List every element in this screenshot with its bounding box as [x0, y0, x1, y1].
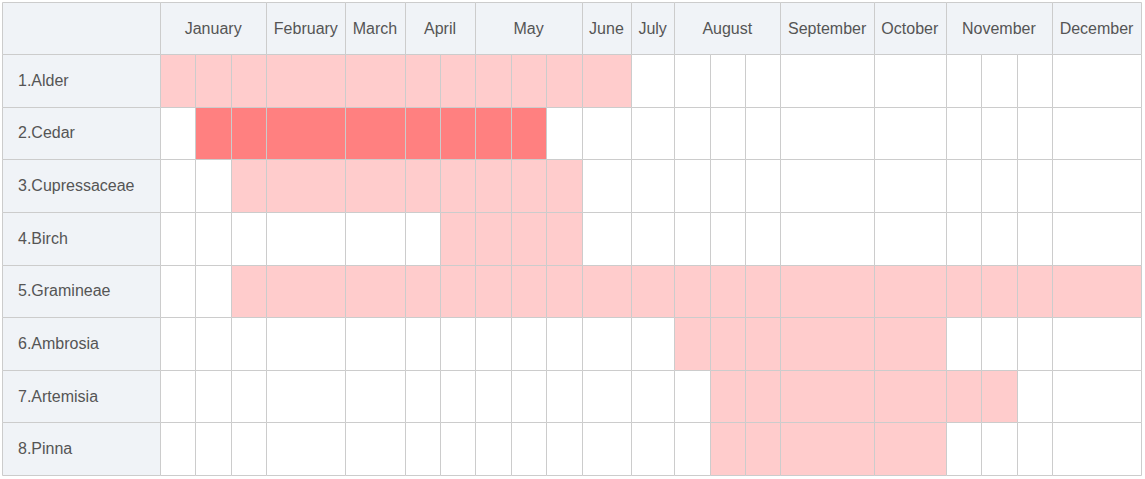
svg-text:September: September — [788, 20, 867, 37]
svg-text:5.Gramineae: 5.Gramineae — [18, 282, 111, 299]
svg-text:December: December — [1060, 20, 1134, 37]
svg-text:1.Alder: 1.Alder — [18, 72, 69, 89]
svg-text:3.Cupressaceae: 3.Cupressaceae — [18, 177, 135, 194]
svg-text:March: March — [353, 20, 397, 37]
svg-text:July: July — [638, 20, 666, 37]
svg-text:June: June — [589, 20, 624, 37]
svg-text:4.Birch: 4.Birch — [18, 230, 68, 247]
svg-text:January: January — [185, 20, 242, 37]
svg-text:November: November — [962, 20, 1036, 37]
svg-text:May: May — [514, 20, 544, 37]
svg-text:2.Cedar: 2.Cedar — [18, 124, 76, 141]
svg-text:April: April — [424, 20, 456, 37]
svg-text:6.Ambrosia: 6.Ambrosia — [18, 335, 99, 352]
svg-text:October: October — [881, 20, 939, 37]
svg-text:8.Pinna: 8.Pinna — [18, 440, 72, 457]
svg-text:August: August — [702, 20, 752, 37]
svg-text:7.Artemisia: 7.Artemisia — [18, 388, 98, 405]
svg-text:February: February — [274, 20, 338, 37]
